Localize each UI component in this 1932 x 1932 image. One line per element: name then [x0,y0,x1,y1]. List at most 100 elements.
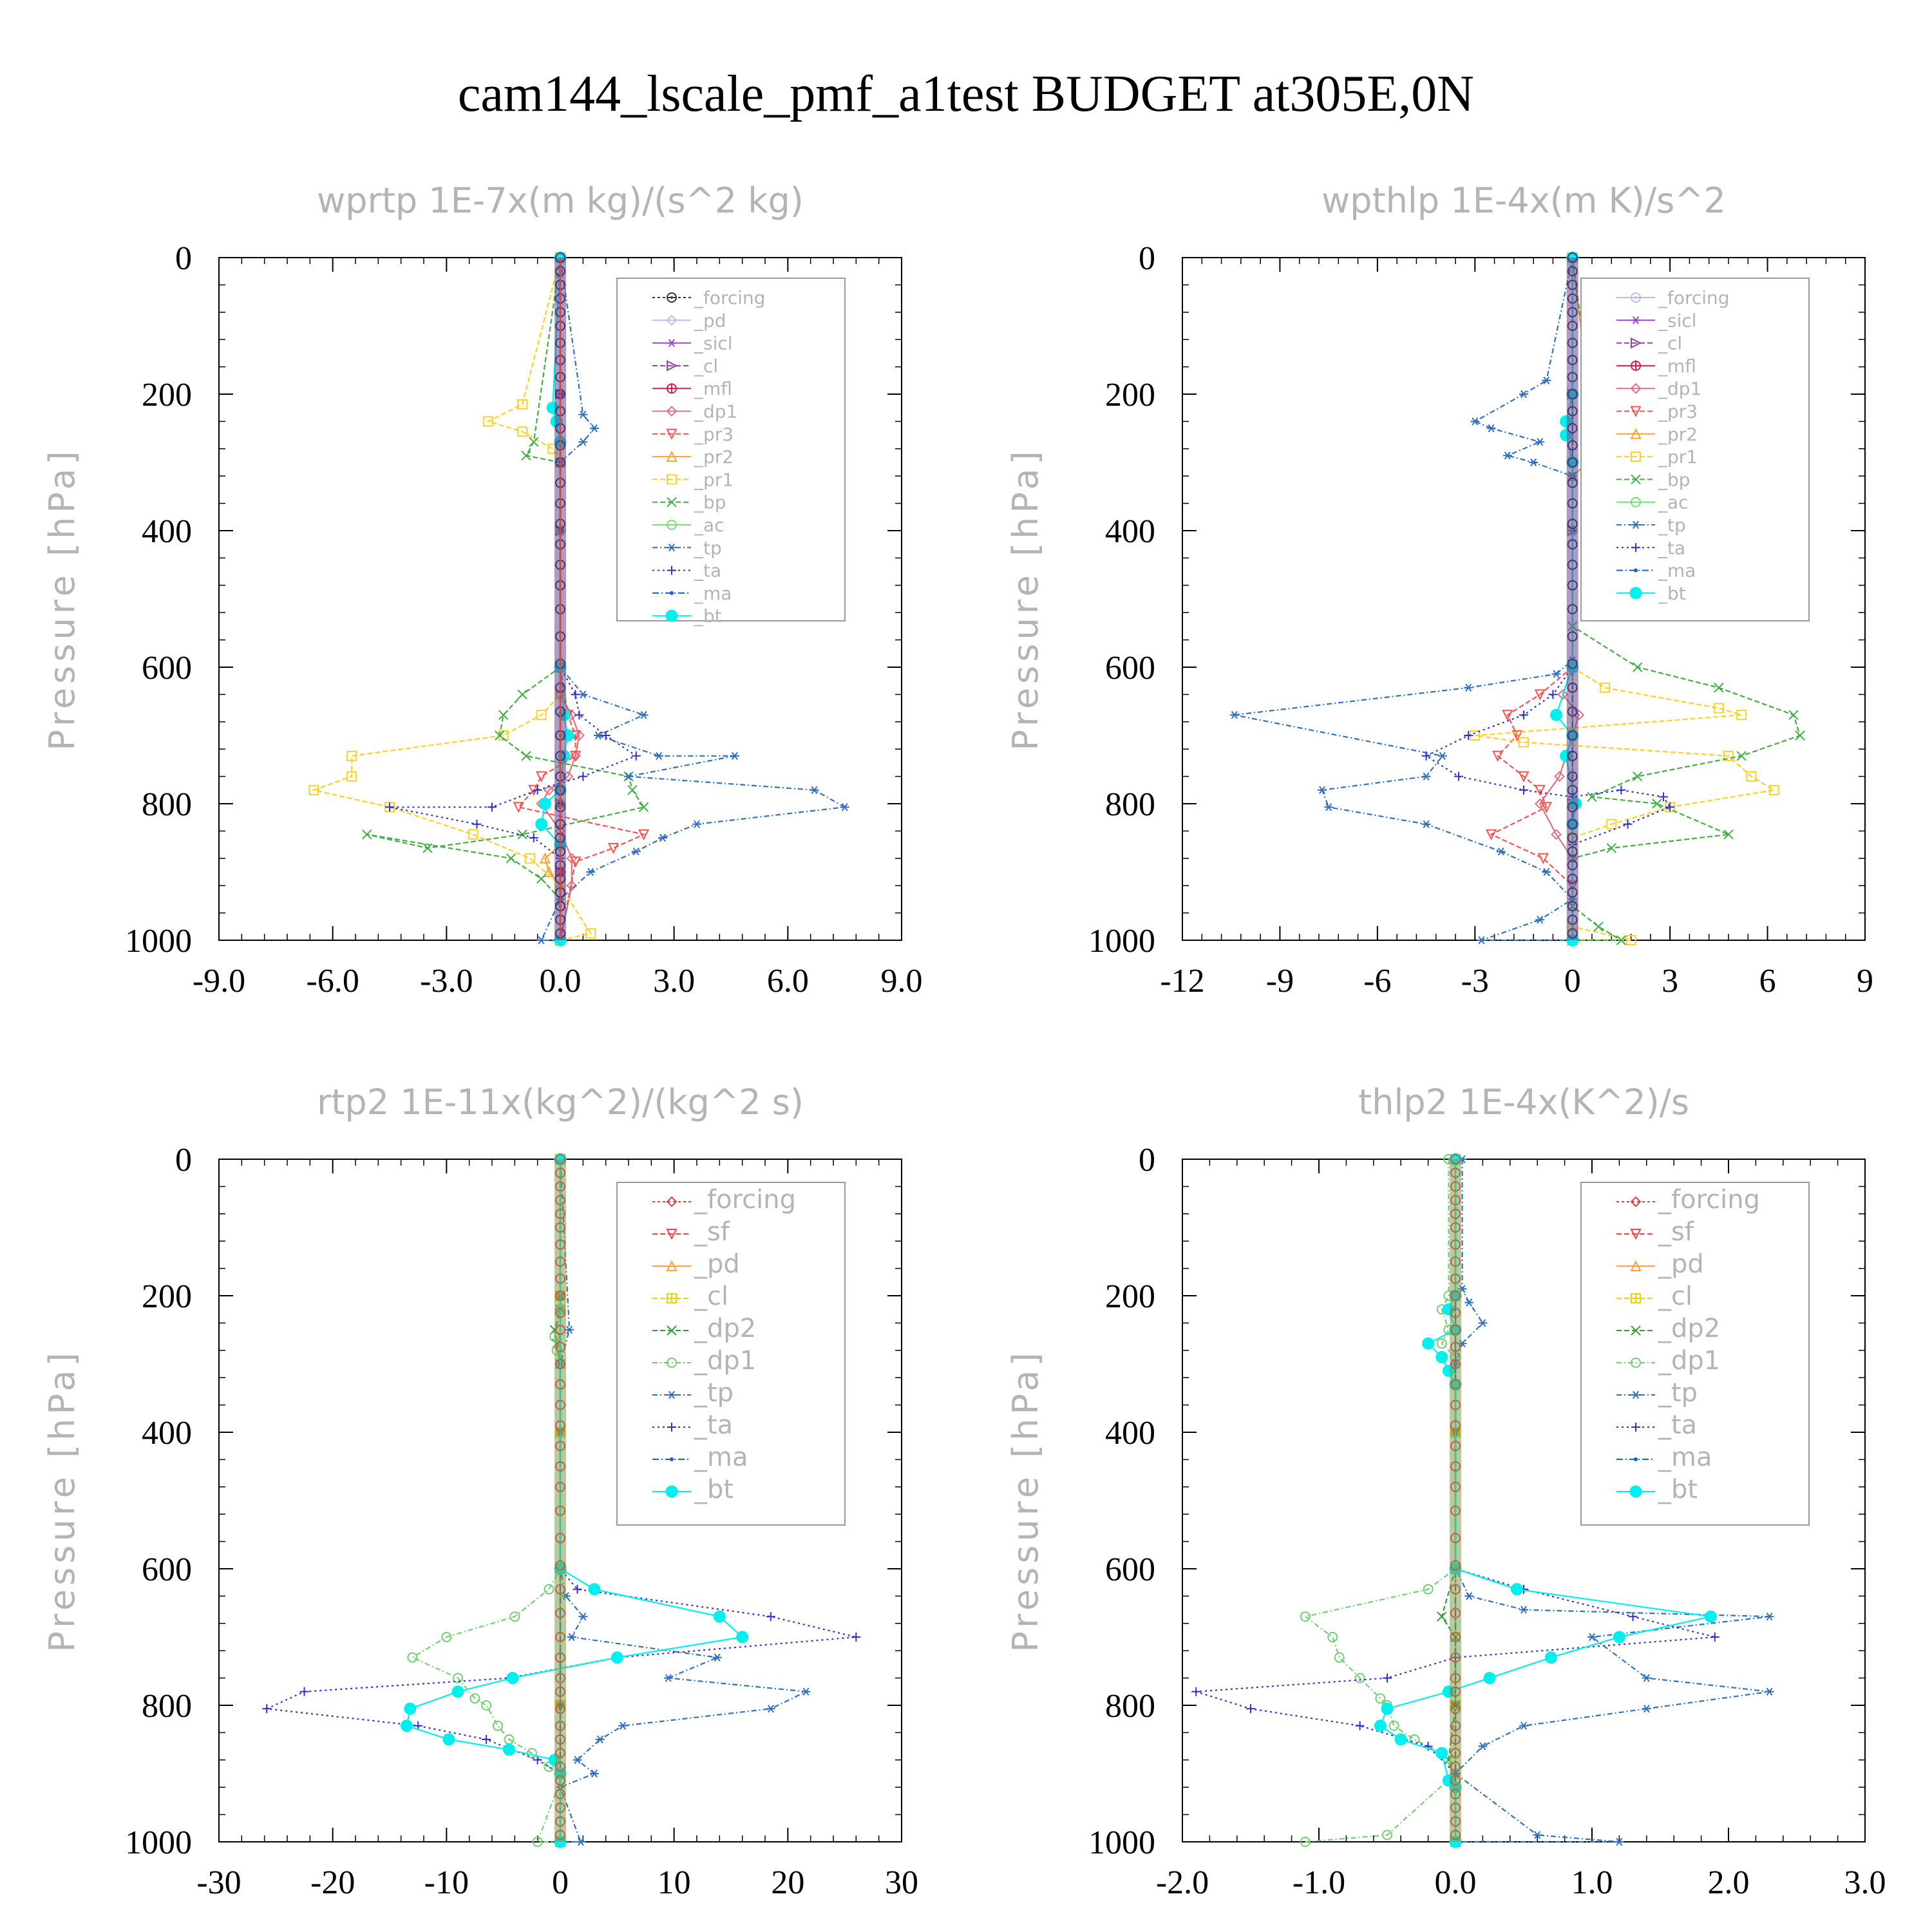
level-marker [1450,1686,1461,1697]
level-marker [1450,1341,1461,1352]
legend: _forcing_pd_sicl_cl_mfl_dp1_pr3_pr2_pr1_… [616,278,846,627]
level-marker [1567,631,1578,642]
data-point [1374,1719,1387,1732]
legend-marker [1631,1390,1640,1399]
legend-box [616,278,846,621]
data-point [543,866,554,877]
legend-label: _pr2 [1658,424,1698,445]
legend-marker [1631,316,1640,325]
data-point [1334,1652,1345,1663]
legend-label: _forcing [694,287,766,308]
data-point [517,399,528,410]
x-tick-label: -30 [196,1864,241,1901]
legend-label: _ma [694,1443,748,1472]
legend-label: _ma [694,583,732,604]
level-marker [1450,1359,1461,1369]
level-marker [1450,1154,1461,1164]
legend-item: _dp1 [652,401,737,422]
level-marker [555,1420,565,1431]
legend-label: _forcing [1658,1185,1760,1215]
level-marker [1567,706,1578,717]
level-marker [555,1181,565,1192]
data-point [574,730,585,741]
legend-label: _forcing [694,1185,796,1215]
legend-item: _cl [1616,333,1682,354]
legend-item: _bt [1616,583,1686,604]
series-line [1454,1159,1770,1843]
level-marker [1567,846,1578,857]
level-marker [1567,477,1578,488]
level-marker [1567,560,1578,570]
x-tick-label: -6.0 [307,963,359,999]
data-point [627,785,638,795]
data-point [578,690,588,699]
y-tick-label: 200 [1105,377,1155,413]
legend-label: _pr3 [694,424,734,445]
legend-label: _tp [1658,515,1686,536]
data-point [618,1721,628,1730]
legend-item: _cl [652,355,718,377]
x-tick-label: -12 [1160,963,1204,999]
legend-label: _pd [1658,1249,1704,1279]
data-point [1485,829,1497,840]
data-point [1736,751,1747,761]
data-point [1318,786,1327,794]
data-point [441,1632,452,1642]
data-point [533,785,542,795]
legend-item: _pr3 [652,424,734,445]
legend-label: _ta [694,1410,733,1440]
level-marker [1567,887,1578,898]
y-tick-label: 1000 [1088,923,1155,960]
data-point [810,786,819,794]
series-line [264,1159,857,1842]
legend-item: _cl [652,1282,728,1311]
legend-marker [1631,497,1641,507]
legend-label: _cl [1658,1282,1692,1311]
level-marker [1567,293,1578,304]
level-marker [555,1830,565,1841]
data-point [1470,417,1480,426]
data-point [578,438,588,446]
level-marker [1450,1168,1461,1179]
level-marker [1450,1291,1461,1301]
legend-label: _dp1 [1658,1346,1720,1376]
y-tick-label: 1000 [125,1824,192,1861]
data-point [472,819,482,829]
level-marker [1450,1222,1461,1233]
level-marker [1567,603,1578,614]
legend-marker [1631,520,1640,529]
level-marker [1450,1307,1461,1318]
y-tick-label: 800 [1105,786,1155,823]
data-point [1549,708,1562,721]
data-point [1768,784,1779,795]
data-point [578,1613,588,1621]
data-point [1388,1720,1399,1731]
data-point [573,1756,582,1764]
data-point [1616,935,1627,945]
y-tick-label: 200 [142,1278,192,1315]
level-marker [555,1441,565,1452]
level-marker [555,1208,565,1219]
legend-marker [667,339,676,347]
y-tick-label: 0 [1139,240,1155,277]
legend-marker [1630,1196,1642,1208]
data-point [1355,1721,1365,1730]
legend-item: _pr1 [1616,446,1698,468]
data-point [1423,1584,1434,1595]
data-point [521,450,531,461]
legend-item: _dp1 [652,1346,756,1376]
data-point [1464,1298,1474,1307]
level-marker [555,1399,565,1410]
level-marker [555,1632,565,1642]
legend-marker [667,1390,676,1399]
legend-label: _sicl [1658,310,1697,331]
data-point [1464,731,1473,740]
legend-item: _ac [1616,492,1689,513]
data-point [1713,703,1724,714]
legend-marker [1631,292,1641,303]
data-point [346,771,357,782]
data-point [308,784,319,795]
y-tick-label: 600 [142,1551,192,1588]
data-point [578,772,588,781]
data-point [1551,829,1562,840]
